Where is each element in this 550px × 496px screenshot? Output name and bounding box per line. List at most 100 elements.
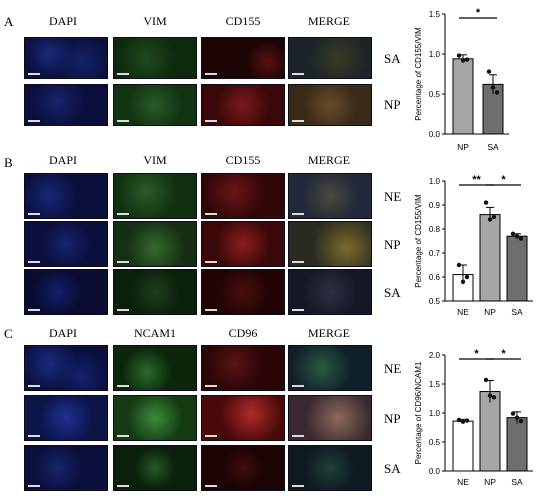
y-tick-label: 0.5 (429, 90, 441, 99)
image-c-sa-ncam1 (113, 445, 197, 491)
image-b-np-cd155 (201, 221, 285, 267)
significance-label: * (501, 174, 506, 186)
panel-letter-a: A (4, 14, 14, 29)
data-point (460, 279, 466, 284)
bar-chart-a: Percentage of CD155/VIM 0.0 0.5 1.0 1.5 NP SA * (415, 7, 509, 152)
panel-letter-c: C (4, 326, 13, 341)
image-b-np-vim (113, 221, 197, 267)
image-c-ne-ncam1 (113, 345, 197, 391)
col-label-vim: VIM (143, 153, 167, 167)
data-point (514, 234, 520, 239)
y-tick-label: 2.0 (429, 351, 441, 360)
image-a-np-merge (288, 84, 372, 126)
data-point (491, 395, 497, 400)
bar-ne (452, 420, 474, 472)
image-c-ne-cd96 (201, 345, 285, 391)
bar-sa (506, 417, 528, 472)
image-a-sa-merge (288, 37, 372, 79)
image-b-sa-vim (113, 269, 197, 315)
image-b-ne-cd155 (201, 173, 285, 219)
x-tick-label: SA (487, 142, 499, 152)
panel-letter-b: B (4, 155, 13, 170)
row-label-b-ne: NE (384, 189, 402, 204)
image-b-np-dapi (24, 221, 108, 267)
data-point (460, 58, 466, 63)
image-b-ne-merge (288, 173, 372, 219)
row-label-a-np: NP (384, 97, 401, 112)
y-tick-label: 1.5 (429, 380, 441, 389)
y-tick-label: 1.5 (429, 10, 441, 19)
y-tick-label: 0.9 (429, 201, 441, 210)
image-a-np-cd155 (201, 84, 285, 126)
significance-label: * (476, 7, 481, 19)
col-label-vim: VIM (143, 14, 167, 28)
row-label-c-ne: NE (384, 361, 402, 376)
image-b-sa-cd155 (201, 269, 285, 315)
image-a-np-dapi (24, 84, 108, 126)
row-label-b-np: NP (384, 237, 401, 252)
image-a-sa-vim (113, 37, 197, 79)
image-c-ne-merge (288, 345, 372, 391)
data-point (510, 411, 516, 416)
x-tick-label: NE (457, 307, 469, 317)
row-label-b-sa: SA (384, 285, 401, 300)
image-c-sa-cd96 (201, 445, 285, 491)
bar-chart-b: Percentage of CD155/VIM 0.5 0.6 0.7 0.8 0.9 1.… (415, 174, 533, 317)
data-point (518, 418, 524, 424)
image-c-sa-dapi (24, 445, 108, 491)
col-label-ncam1: NCAM1 (133, 326, 176, 340)
y-tick-label: 0.7 (429, 249, 441, 258)
data-point (456, 53, 462, 58)
y-tick-label: 1.0 (429, 50, 441, 59)
col-label-dapi: DAPI (48, 153, 77, 167)
col-label-merge: MERGE (308, 153, 350, 167)
significance-label: * (501, 348, 506, 360)
image-a-sa-cd155 (201, 37, 285, 79)
x-tick-label: SA (511, 477, 523, 487)
data-point (460, 419, 466, 424)
data-point (456, 262, 462, 268)
y-tick-label: 0.5 (429, 297, 441, 306)
image-c-np-dapi (24, 395, 108, 441)
y-tick-label: 1.0 (429, 177, 441, 186)
image-c-np-ncam1 (113, 395, 197, 441)
x-tick-label: SA (511, 307, 523, 317)
y-tick-label: 0.0 (429, 130, 441, 139)
data-point (487, 217, 493, 222)
bar-sa (506, 235, 528, 302)
data-point (486, 69, 492, 74)
data-point (491, 214, 497, 220)
row-label-a-sa: SA (384, 51, 401, 66)
data-point (510, 231, 516, 236)
x-tick-label: NP (457, 142, 469, 152)
data-point (464, 274, 470, 280)
y-tick-label: 0.8 (429, 225, 441, 234)
image-b-np-merge (288, 221, 372, 267)
col-label-merge: MERGE (308, 326, 350, 340)
y-tick-label: 0.5 (429, 438, 441, 447)
image-b-ne-dapi (24, 173, 108, 219)
data-point (490, 85, 496, 90)
bar-chart-c: Percentage of CD96/NCAM1 0.0 0.5 1.0 1.5 2.0 N… (415, 348, 533, 487)
x-tick-label: NE (457, 477, 469, 487)
y-axis-label: Percentage of CD155/VIM (415, 194, 423, 288)
image-b-sa-dapi (24, 269, 108, 315)
image-c-np-cd96 (201, 395, 285, 441)
col-label-cd96: CD96 (228, 326, 258, 340)
x-tick-label: NP (484, 477, 496, 487)
bar-np (479, 391, 501, 472)
image-c-np-merge (288, 395, 372, 441)
data-point (518, 236, 524, 241)
image-b-sa-merge (288, 269, 372, 315)
image-a-sa-dapi (24, 37, 108, 79)
data-point (483, 200, 489, 205)
row-label-c-np: NP (384, 411, 401, 426)
image-b-ne-vim (113, 173, 197, 219)
bar-np (452, 58, 474, 135)
y-axis-label: Percentage of CD96/NCAM1 (415, 361, 423, 464)
col-label-dapi: DAPI (48, 14, 77, 28)
col-label-dapi: DAPI (48, 326, 77, 340)
col-label-cd155: CD155 (225, 14, 261, 28)
image-c-ne-dapi (24, 345, 108, 391)
data-point (456, 417, 462, 423)
